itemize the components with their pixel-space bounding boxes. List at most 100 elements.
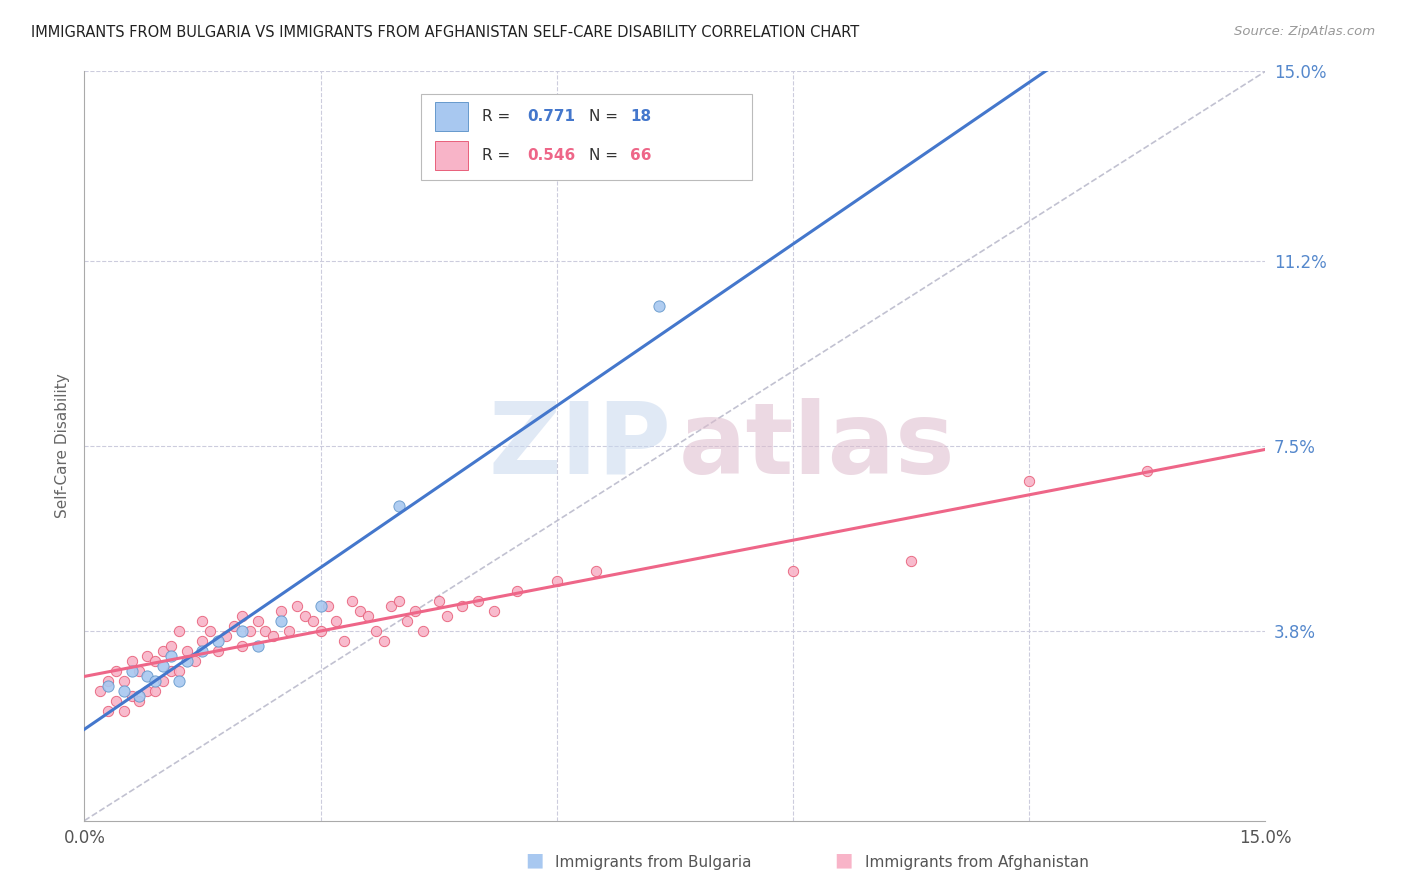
Point	[412, 624, 434, 638]
Point	[231, 624, 253, 638]
Point	[231, 639, 253, 653]
Point	[152, 644, 174, 658]
Point	[278, 624, 301, 638]
Bar	[434, 103, 468, 131]
Point	[1136, 464, 1159, 478]
Point	[160, 648, 183, 663]
Text: IMMIGRANTS FROM BULGARIA VS IMMIGRANTS FROM AFGHANISTAN SELF-CARE DISABILITY COR: IMMIGRANTS FROM BULGARIA VS IMMIGRANTS F…	[31, 25, 859, 40]
Point	[97, 704, 120, 718]
Text: N =: N =	[589, 109, 623, 124]
Point	[136, 683, 159, 698]
Point	[207, 644, 229, 658]
Point	[112, 673, 135, 688]
Point	[1018, 474, 1040, 488]
Point	[340, 594, 363, 608]
Point	[97, 673, 120, 688]
Text: 0.546: 0.546	[527, 148, 575, 163]
Point	[427, 594, 450, 608]
Point	[215, 629, 238, 643]
Point	[128, 694, 150, 708]
Text: Immigrants from Afghanistan: Immigrants from Afghanistan	[865, 855, 1088, 870]
Text: atlas: atlas	[679, 398, 955, 494]
Text: ■: ■	[834, 851, 853, 870]
Point	[309, 599, 332, 613]
Point	[349, 604, 371, 618]
Text: N =: N =	[589, 148, 623, 163]
Text: R =: R =	[482, 109, 516, 124]
Point	[246, 639, 269, 653]
Point	[136, 648, 159, 663]
Point	[128, 664, 150, 678]
FancyBboxPatch shape	[420, 94, 752, 180]
Point	[388, 499, 411, 513]
Point	[183, 654, 205, 668]
Point	[436, 608, 458, 623]
Point	[396, 614, 419, 628]
Point	[160, 639, 183, 653]
Text: R =: R =	[482, 148, 516, 163]
Point	[207, 633, 229, 648]
Point	[285, 599, 308, 613]
Point	[254, 624, 277, 638]
Point	[782, 564, 804, 578]
Point	[191, 644, 214, 658]
Point	[648, 299, 671, 313]
Point	[121, 664, 143, 678]
Text: ZIP: ZIP	[488, 398, 671, 494]
Point	[143, 673, 166, 688]
Point	[121, 689, 143, 703]
Point	[112, 683, 135, 698]
Point	[301, 614, 323, 628]
Text: 66: 66	[630, 148, 651, 163]
Text: 18: 18	[630, 109, 651, 124]
Point	[294, 608, 316, 623]
Point	[152, 658, 174, 673]
Y-axis label: Self-Care Disability: Self-Care Disability	[55, 374, 70, 518]
Bar	[434, 141, 468, 169]
Point	[318, 599, 340, 613]
Point	[200, 624, 222, 638]
Point	[373, 633, 395, 648]
Point	[128, 689, 150, 703]
Point	[167, 673, 190, 688]
Point	[97, 679, 120, 693]
Point	[357, 608, 380, 623]
Point	[176, 644, 198, 658]
Point	[467, 594, 489, 608]
Point	[89, 683, 111, 698]
Point	[585, 564, 607, 578]
Point	[900, 554, 922, 568]
Point	[482, 604, 505, 618]
Point	[246, 614, 269, 628]
Point	[325, 614, 347, 628]
Point	[451, 599, 474, 613]
Text: ■: ■	[524, 851, 544, 870]
Point	[239, 624, 262, 638]
Point	[176, 654, 198, 668]
Point	[404, 604, 426, 618]
Point	[364, 624, 387, 638]
Point	[167, 664, 190, 678]
Point	[546, 574, 568, 588]
Point	[388, 594, 411, 608]
Point	[160, 664, 183, 678]
Text: Immigrants from Bulgaria: Immigrants from Bulgaria	[555, 855, 752, 870]
Point	[121, 654, 143, 668]
Point	[167, 624, 190, 638]
Point	[380, 599, 402, 613]
Point	[112, 704, 135, 718]
Point	[309, 624, 332, 638]
Point	[143, 654, 166, 668]
Point	[136, 669, 159, 683]
Point	[222, 619, 245, 633]
Point	[191, 633, 214, 648]
Point	[191, 614, 214, 628]
Point	[152, 673, 174, 688]
Text: Source: ZipAtlas.com: Source: ZipAtlas.com	[1234, 25, 1375, 38]
Point	[270, 614, 292, 628]
Point	[333, 633, 356, 648]
Point	[506, 583, 529, 598]
Point	[104, 664, 127, 678]
Point	[143, 683, 166, 698]
Point	[104, 694, 127, 708]
